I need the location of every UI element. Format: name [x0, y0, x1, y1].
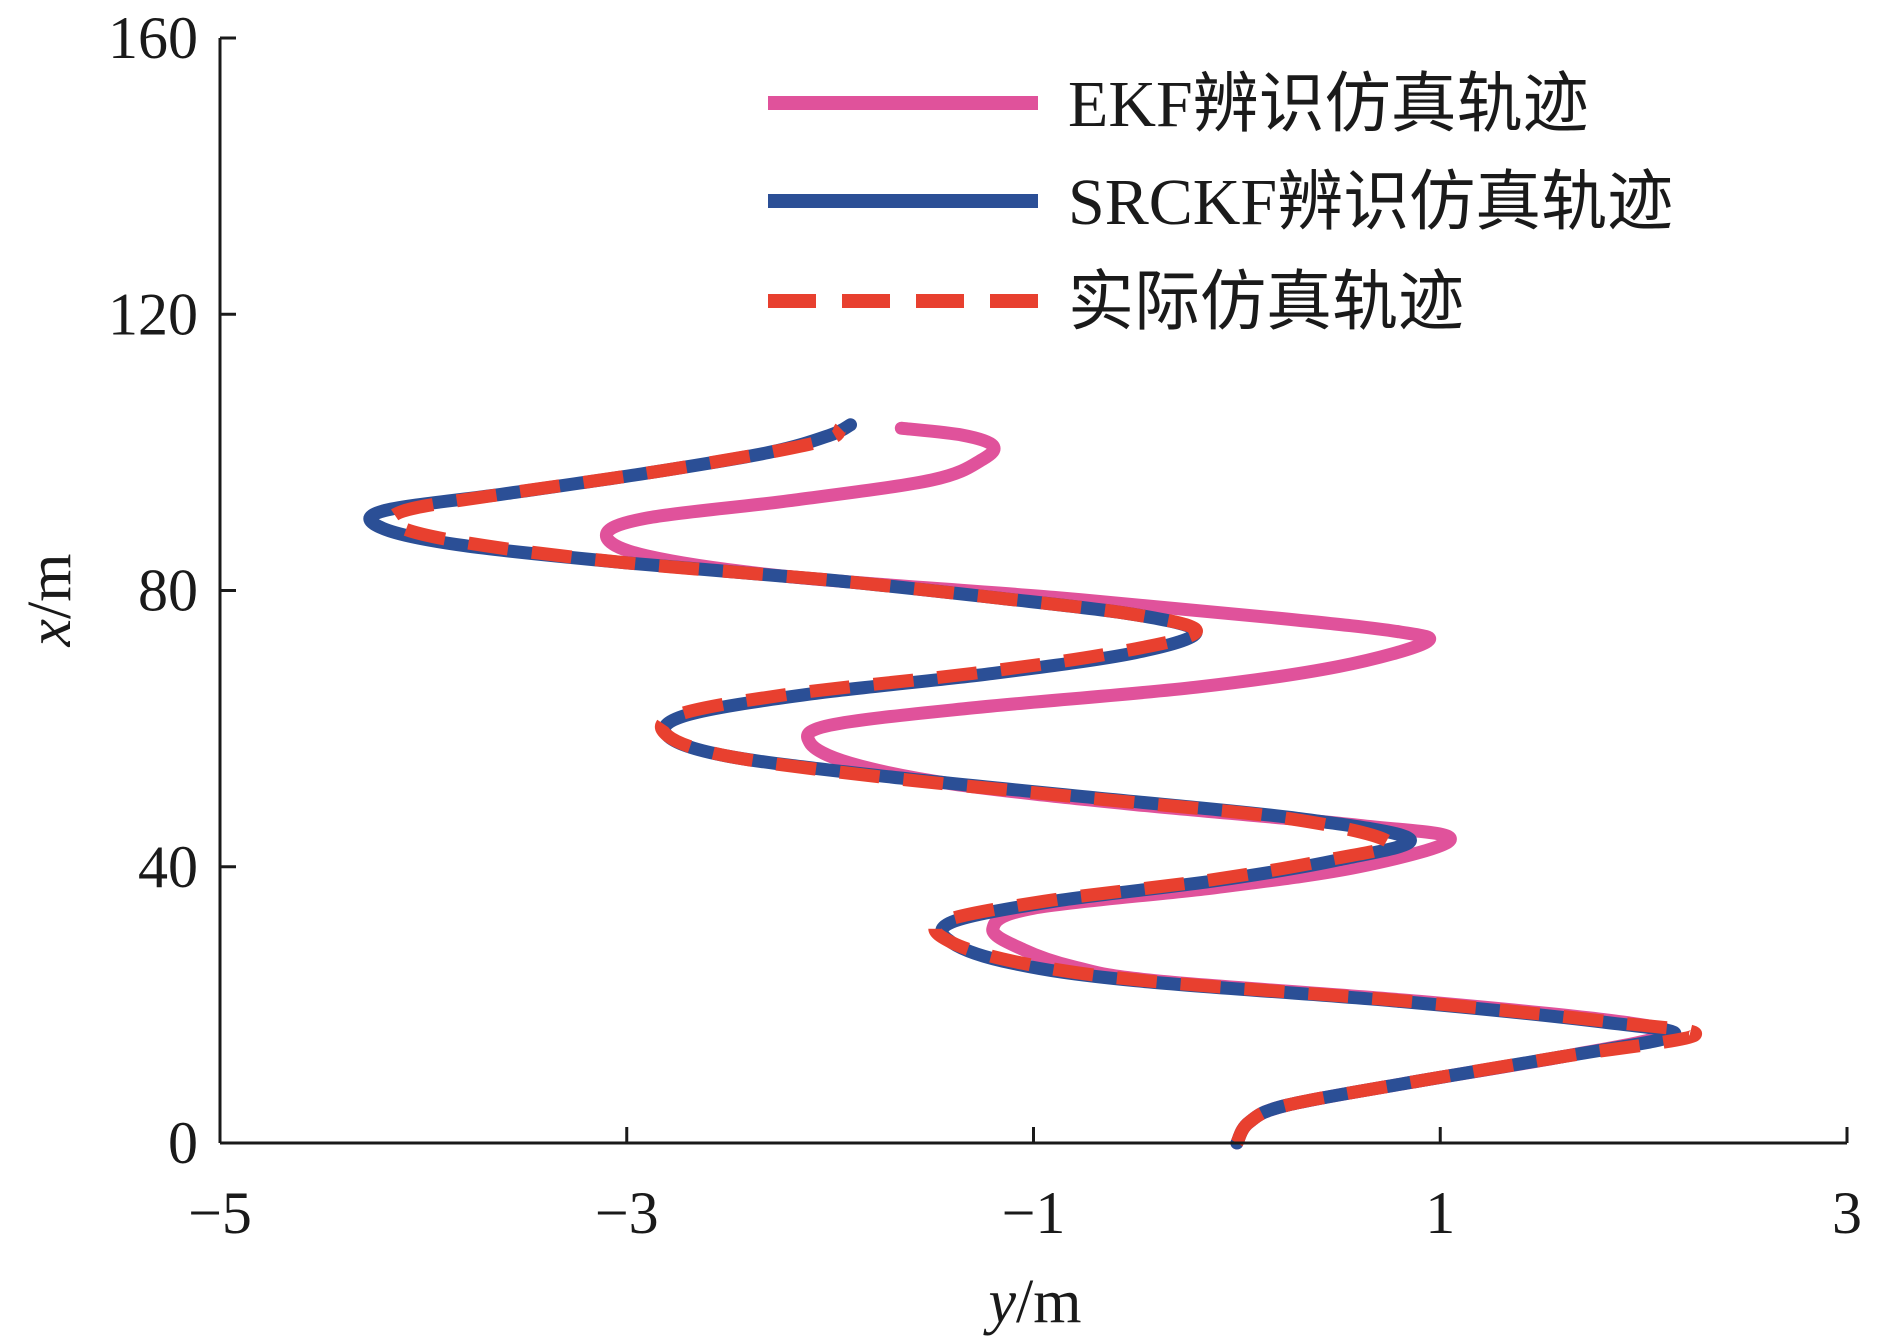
- series-line-actual: [385, 423, 1703, 1147]
- y-axis-title-var: x: [16, 618, 84, 647]
- x-ticks-group: −5 −3 −1 1 3: [188, 1127, 1862, 1246]
- series-line-ekf: [599, 421, 1675, 1150]
- legend-label-srckf: SRCKF辨识仿真轨迹: [1068, 166, 1673, 239]
- x-axis-title: y/m: [983, 1268, 1082, 1336]
- x-tick-label: −1: [1002, 1180, 1066, 1246]
- y-axis-title-unit: /m: [16, 554, 84, 619]
- legend: EKF辨识仿真轨迹 SRCKF辨识仿真轨迹 实际仿真轨迹: [768, 68, 1673, 339]
- x-axis-title-var: y: [983, 1268, 1017, 1336]
- y-tick-label: 120: [108, 281, 198, 347]
- x-tick-label: −5: [188, 1180, 252, 1246]
- y-tick-label: 80: [138, 558, 198, 624]
- y-axis-title: x/m: [16, 554, 84, 648]
- x-axis-title-unit: /m: [1016, 1268, 1081, 1336]
- y-ticks-group: 0 40 80 120 160: [108, 5, 236, 1176]
- x-tick-label: −3: [595, 1180, 659, 1246]
- legend-label-actual: 实际仿真轨迹: [1068, 266, 1464, 339]
- y-tick-label: 40: [138, 834, 198, 900]
- legend-label-ekf: EKF辨识仿真轨迹: [1068, 68, 1589, 141]
- y-tick-label: 160: [108, 5, 198, 71]
- x-tick-label: 3: [1832, 1180, 1862, 1246]
- plot-series-group: [363, 418, 1703, 1150]
- y-tick-label: 0: [168, 1110, 198, 1176]
- series-line-srckf: [363, 418, 1682, 1150]
- x-tick-label: 1: [1425, 1180, 1455, 1246]
